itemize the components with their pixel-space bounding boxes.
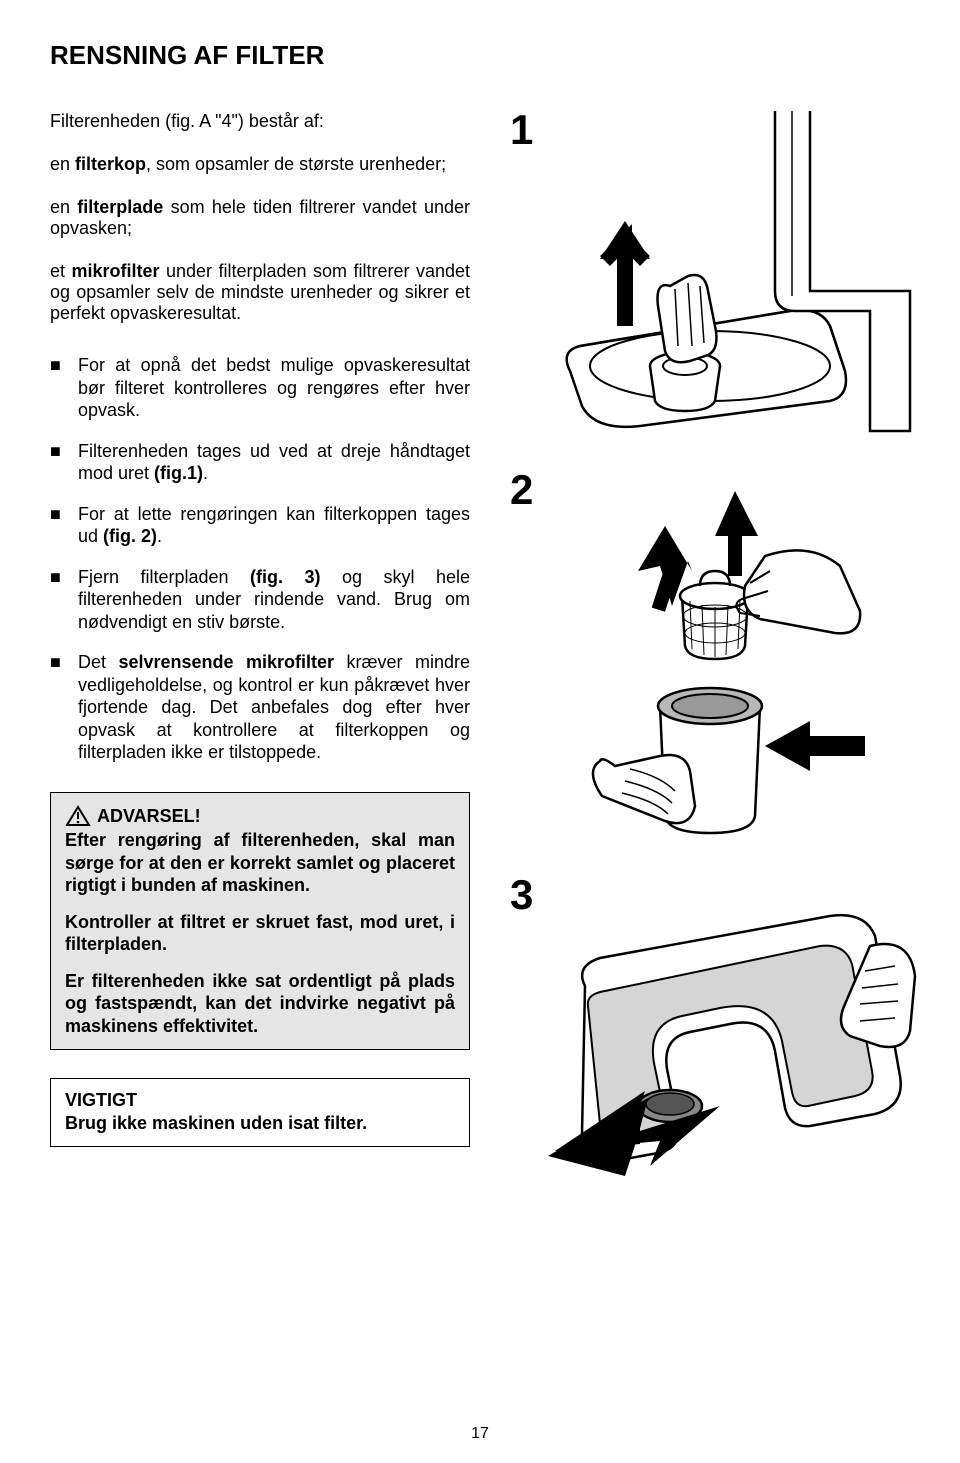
page-title: RENSNING AF FILTER bbox=[50, 40, 910, 71]
figure-3: 3 bbox=[510, 876, 920, 1196]
left-column: Filterenheden (fig. A "4") består af: en… bbox=[50, 111, 470, 1221]
intro-text: Filterenheden (fig. A "4") består af: bbox=[50, 111, 470, 132]
bold-text: Kontroller at filtret er skruet fast, mo… bbox=[65, 912, 455, 955]
warning-icon bbox=[65, 805, 91, 827]
bold-text: Brug ikke maskinen uden isat filter. bbox=[65, 1113, 367, 1133]
figure-1: 1 bbox=[510, 111, 920, 446]
bullet-item: For at lette rengøringen kan filterkoppe… bbox=[50, 503, 470, 548]
important-box: VIGTIGT Brug ikke maskinen uden isat fil… bbox=[50, 1078, 470, 1147]
figure-2-svg bbox=[510, 471, 920, 851]
figure-number: 3 bbox=[510, 871, 533, 919]
plain-text: et bbox=[50, 261, 71, 281]
component-filterplade: en filterplade som hele tiden filtrerer … bbox=[50, 197, 470, 239]
component-mikrofilter: et mikrofilter under filterpladen som fi… bbox=[50, 261, 470, 324]
bullet-item: Filterenheden tages ud ved at dreje hånd… bbox=[50, 440, 470, 485]
warning-p1: Efter rengøring af filterenheden, skal m… bbox=[65, 829, 455, 897]
important-heading: VIGTIGT bbox=[65, 1089, 455, 1112]
figure-number: 2 bbox=[510, 466, 533, 514]
warning-p3: Er filterenheden ikke sat ordentligt på … bbox=[65, 970, 455, 1038]
warning-p2: Kontroller at filtret er skruet fast, mo… bbox=[65, 911, 455, 956]
plain-text: en bbox=[50, 197, 77, 217]
right-column: 1 bbox=[510, 111, 920, 1221]
bold-text: filterkop bbox=[75, 154, 146, 174]
bullet-list: For at opnå det bedst mulige opvaskeresu… bbox=[50, 354, 470, 764]
plain-text: , som opsamler de største urenheder; bbox=[146, 154, 446, 174]
page-number: 17 bbox=[471, 1425, 489, 1443]
content-columns: Filterenheden (fig. A "4") består af: en… bbox=[50, 111, 910, 1221]
figure-number: 1 bbox=[510, 106, 533, 154]
warning-title: ADVARSEL! bbox=[97, 805, 201, 828]
bold-text: Efter rengøring af filterenheden, skal m… bbox=[65, 830, 455, 895]
warning-heading: ADVARSEL! bbox=[65, 805, 455, 828]
bold-text: filterplade bbox=[77, 197, 163, 217]
figure-2: 2 bbox=[510, 471, 920, 851]
bullet-item: Fjern filterpladen (fig. 3) og skyl hele… bbox=[50, 566, 470, 634]
component-filterkop: en filterkop, som opsamler de største ur… bbox=[50, 154, 470, 175]
plain-text: en bbox=[50, 154, 75, 174]
figure-1-svg bbox=[510, 111, 920, 446]
bullet-item: For at opnå det bedst mulige opvaskeresu… bbox=[50, 354, 470, 422]
warning-box: ADVARSEL! Efter rengøring af filterenhed… bbox=[50, 792, 470, 1051]
bold-text: Er filterenheden ikke sat ordentligt på … bbox=[65, 971, 455, 1036]
figure-3-svg bbox=[510, 876, 920, 1196]
important-body: Brug ikke maskinen uden isat filter. bbox=[65, 1112, 455, 1135]
bullet-item: Det selvrensende mikrofilter kræver mind… bbox=[50, 651, 470, 764]
bold-text: mikrofilter bbox=[71, 261, 159, 281]
